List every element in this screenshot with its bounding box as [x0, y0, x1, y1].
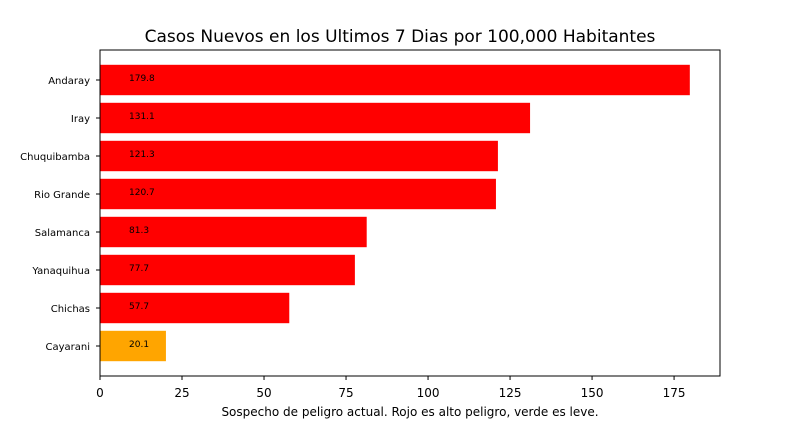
data-label: 57.7: [129, 302, 149, 312]
data-label: 131.1: [129, 112, 155, 122]
bar-chichas: [100, 292, 290, 324]
bar-andaray: [100, 64, 690, 96]
data-label: 20.1: [129, 340, 149, 350]
y-tick-label: Iray: [71, 114, 90, 125]
bar-chuquibamba: [100, 140, 498, 172]
x-tick-label: 50: [256, 386, 271, 400]
y-tick-label: Salamanca: [35, 228, 90, 239]
x-axis-label: Sospecho de peligro actual. Rojo es alto…: [221, 405, 598, 419]
data-label: 77.7: [129, 264, 149, 274]
x-tick-label: 150: [581, 386, 604, 400]
x-tick-label: 75: [338, 386, 353, 400]
bar-cayarani: [100, 330, 166, 362]
y-tick-label: Cayarani: [45, 342, 90, 353]
bar-iray: [100, 102, 531, 134]
bars-layer: [100, 64, 690, 362]
x-tick-label: 25: [174, 386, 189, 400]
bar-yanaquihua: [100, 254, 355, 286]
chart-title: Casos Nuevos en los Ultimos 7 Dias por 1…: [145, 27, 656, 47]
x-tick-label: 125: [499, 386, 522, 400]
plot-frame: [99, 49, 721, 377]
x-tick-label: 100: [417, 386, 440, 400]
y-tick-label: Rio Grande: [34, 190, 90, 201]
data-label: 81.3: [129, 226, 149, 236]
bar-rio-grande: [100, 178, 496, 210]
y-axis: Andaray Iray Chuquibamba Rio Grande Salamanc…: [20, 76, 100, 353]
y-tick-label: Yanaquihua: [31, 266, 90, 277]
y-tick-label: Andaray: [48, 76, 90, 87]
data-labels-layer: 179.8 131.1 121.3 120.7 81.3 77.7 57.7 20.1: [129, 74, 155, 350]
x-axis: 0 25 50 75 100 125 150 175: [96, 376, 686, 400]
y-tick-label: Chichas: [51, 304, 90, 315]
data-label: 121.3: [129, 150, 155, 160]
y-tick-label: Chuquibamba: [20, 152, 90, 163]
x-tick-label: 0: [96, 386, 104, 400]
x-tick-label: 175: [663, 386, 686, 400]
data-label: 179.8: [129, 74, 155, 84]
data-label: 120.7: [129, 188, 155, 198]
bar-salamanca: [100, 216, 367, 248]
